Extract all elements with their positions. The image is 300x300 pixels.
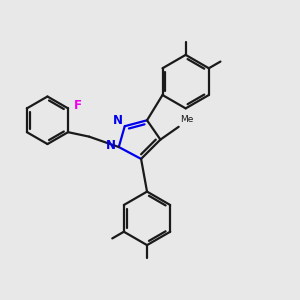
Text: N: N: [106, 139, 116, 152]
Text: F: F: [74, 99, 82, 112]
Text: Me: Me: [180, 116, 194, 124]
Text: N: N: [113, 114, 123, 128]
